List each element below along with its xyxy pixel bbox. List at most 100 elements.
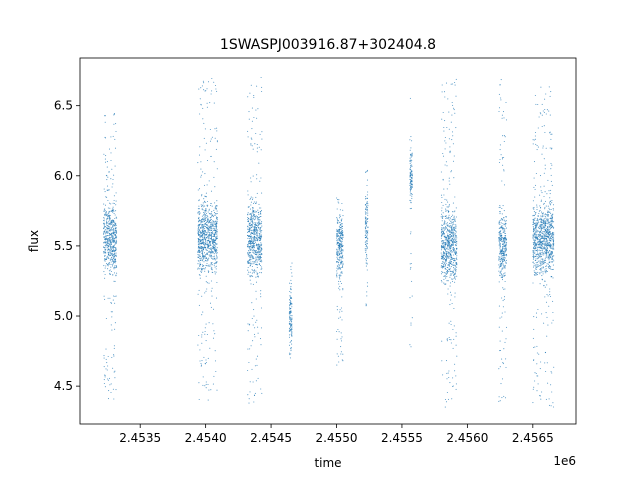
data-point: [440, 280, 442, 282]
data-point: [545, 236, 547, 238]
data-point: [259, 254, 261, 256]
data-point: [247, 261, 249, 263]
data-point: [451, 238, 453, 240]
data-point: [204, 270, 206, 272]
data-point: [535, 258, 537, 260]
data-point: [216, 219, 218, 221]
data-point: [501, 268, 503, 270]
data-point: [252, 275, 254, 277]
data-point: [446, 391, 448, 394]
data-point: [537, 103, 539, 106]
data-point: [448, 138, 450, 140]
data-point: [341, 256, 344, 258]
data-point: [215, 227, 217, 229]
data-point: [288, 322, 290, 324]
data-point: [210, 223, 212, 225]
data-point: [289, 282, 291, 284]
data-point: [213, 264, 215, 266]
data-point: [455, 344, 457, 346]
data-point: [106, 218, 108, 220]
data-point: [247, 136, 249, 138]
data-point: [445, 241, 447, 244]
data-point: [250, 261, 252, 263]
data-point: [549, 217, 551, 220]
data-point: [252, 283, 254, 285]
data-point: [211, 136, 213, 138]
data-point: [252, 258, 254, 260]
data-point: [535, 272, 537, 274]
data-point: [290, 310, 292, 312]
data-point: [213, 233, 215, 235]
data-point: [450, 215, 453, 218]
data-point: [247, 237, 249, 239]
data-point: [536, 225, 538, 227]
data-point: [103, 295, 105, 297]
data-point: [215, 236, 217, 238]
data-point: [442, 266, 444, 268]
data-point: [207, 239, 210, 241]
data-point: [336, 253, 339, 255]
data-point: [548, 230, 550, 232]
data-point: [289, 304, 291, 306]
data-point: [542, 226, 544, 228]
data-point: [258, 235, 260, 237]
data-point: [541, 247, 543, 249]
data-point: [534, 251, 536, 253]
data-point: [216, 237, 218, 239]
data-point: [541, 275, 543, 277]
data-point: [537, 257, 539, 259]
data-point: [441, 224, 443, 226]
data-point: [501, 157, 504, 159]
data-point: [340, 338, 342, 340]
data-point: [532, 238, 534, 240]
data-point: [201, 194, 203, 196]
data-point: [503, 288, 505, 290]
data-point: [251, 242, 253, 244]
data-point: [339, 243, 341, 245]
data-point: [109, 241, 111, 243]
data-point: [550, 257, 552, 259]
data-point: [547, 220, 549, 222]
data-point: [501, 378, 504, 380]
data-point: [114, 262, 116, 264]
data-point: [248, 241, 250, 243]
data-point: [291, 275, 293, 277]
data-point: [498, 255, 500, 257]
data-point: [503, 395, 505, 397]
data-point: [543, 223, 546, 225]
data-point: [205, 240, 207, 242]
data-point: [448, 243, 450, 246]
data-point: [453, 233, 455, 235]
data-point: [198, 200, 200, 202]
data-point: [336, 261, 338, 263]
data-point: [202, 204, 204, 206]
data-point: [249, 254, 251, 256]
data-point: [441, 210, 443, 212]
data-point: [211, 225, 213, 227]
data-point: [540, 271, 542, 273]
data-point: [453, 231, 455, 233]
data-point: [455, 207, 457, 209]
data-point: [546, 253, 548, 255]
data-point: [504, 280, 506, 283]
data-point: [540, 264, 542, 266]
data-point: [341, 249, 343, 251]
data-point: [210, 252, 212, 254]
data-point: [249, 222, 252, 224]
data-point: [336, 235, 338, 237]
data-point: [444, 264, 446, 267]
data-point: [498, 264, 500, 266]
data-point: [115, 204, 117, 206]
data-point: [260, 344, 262, 346]
data-point: [540, 215, 542, 217]
data-point: [200, 245, 202, 247]
data-point: [209, 248, 211, 250]
data-point: [203, 218, 205, 221]
data-point: [534, 380, 536, 382]
data-point: [365, 303, 367, 305]
data-point: [450, 258, 452, 260]
data-point: [104, 236, 106, 238]
data-point: [543, 195, 545, 198]
data-point: [504, 232, 506, 234]
data-point: [550, 244, 552, 246]
